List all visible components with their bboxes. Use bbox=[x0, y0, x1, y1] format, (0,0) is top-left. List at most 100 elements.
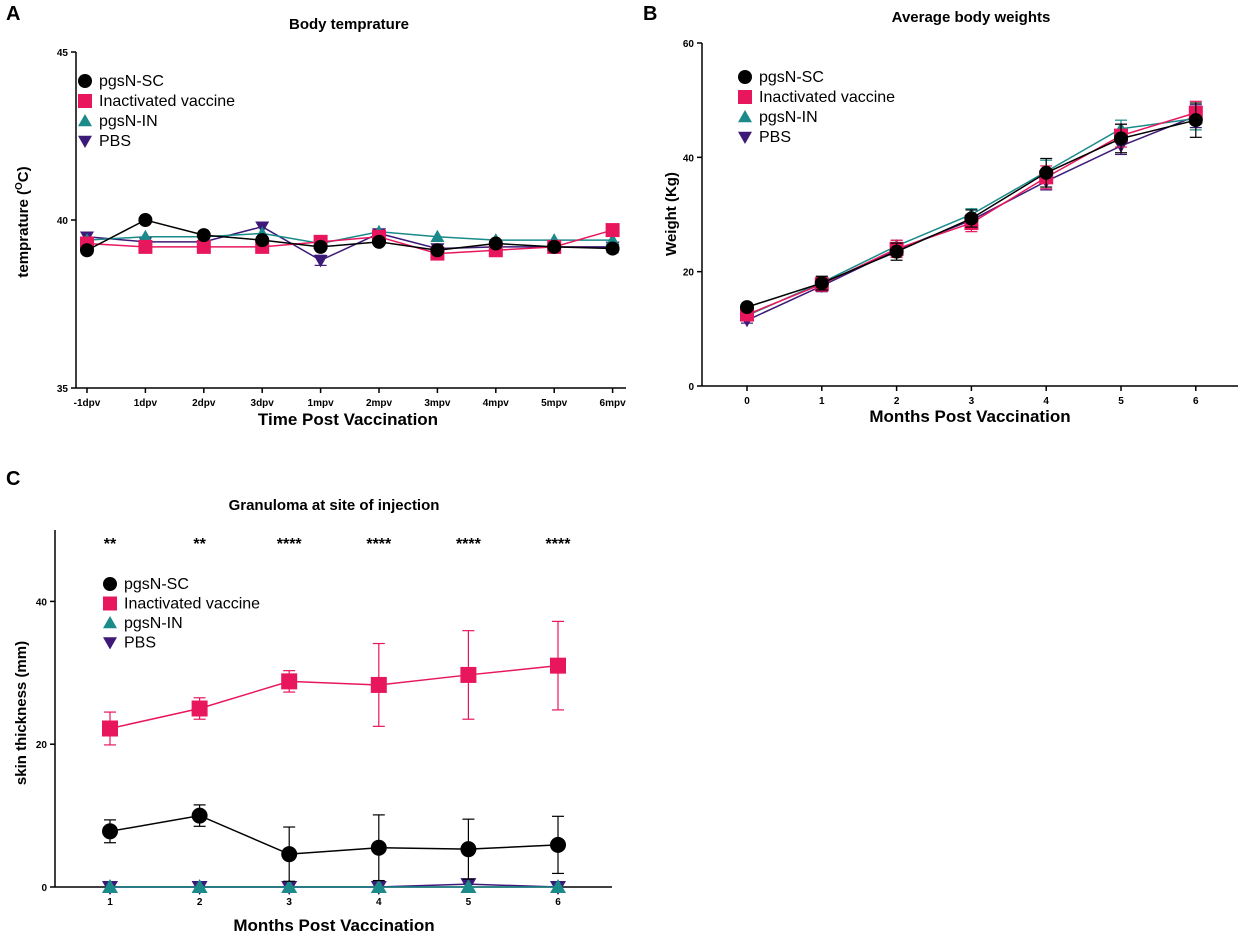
data-point bbox=[889, 244, 904, 259]
data-point bbox=[488, 236, 503, 251]
data-point bbox=[1188, 113, 1203, 128]
data-point bbox=[281, 846, 298, 863]
panel-c-plot-significance-label: **** bbox=[546, 536, 572, 553]
panel-c-plot-series-pgsn-sc bbox=[102, 804, 566, 882]
panel-b-plot-legend: pgsN-SC Inactivated vaccine pgsN-IN PBS bbox=[738, 69, 895, 146]
data-point bbox=[281, 879, 298, 893]
panel-a-ylabel-main: temprature ( bbox=[15, 190, 32, 278]
data-point bbox=[80, 243, 94, 258]
data-point bbox=[102, 879, 118, 893]
data-point bbox=[550, 879, 566, 893]
panel-c-plot-xtick-label: 3 bbox=[286, 897, 292, 908]
panel-b-plot-xtick-label: 1 bbox=[819, 396, 825, 407]
data-point bbox=[281, 673, 298, 690]
data-point bbox=[196, 228, 211, 243]
data-point bbox=[964, 211, 979, 226]
panel-a-plot: 35 40 45 -1dpv 1dpv 2dpv 3dpv 1mpv 2mpv 3mpv 4mpv 5… bbox=[57, 48, 626, 409]
data-point bbox=[460, 879, 477, 893]
series-line bbox=[109, 814, 559, 855]
legend-label: pgsN-IN bbox=[759, 109, 818, 126]
panel-c-plot-series-inactivated-vaccine bbox=[102, 620, 566, 746]
panel-c-plot-xtick-label: 6 bbox=[555, 897, 561, 908]
panel-c-plot-ytick-label: 40 bbox=[36, 597, 48, 608]
panel-c-plot-significance-label: ** bbox=[193, 536, 206, 553]
data-point bbox=[138, 239, 153, 254]
legend-marker bbox=[103, 596, 117, 611]
series-line bbox=[86, 219, 613, 251]
data-point bbox=[196, 239, 211, 254]
data-point bbox=[370, 839, 387, 856]
data-point bbox=[313, 255, 328, 268]
panel-c-plot-xtick-label: 5 bbox=[466, 897, 472, 908]
panel-c-title: Granuloma at site of injection bbox=[229, 497, 440, 514]
panel-c-ylabel: skin thickness (mm) bbox=[13, 641, 30, 785]
series-line bbox=[86, 225, 613, 262]
panel-b-plot-xtick-label: 2 bbox=[894, 396, 900, 407]
data-point bbox=[313, 239, 328, 254]
panel-b-plot-xtick-label: 0 bbox=[744, 396, 750, 407]
panel-c-plot-significance-label: **** bbox=[277, 536, 303, 553]
panel-c-plot-significance-label: **** bbox=[366, 536, 392, 553]
panel-a-plot-xtick-label: 3dpv bbox=[251, 398, 275, 409]
data-point bbox=[550, 836, 566, 853]
data-point bbox=[430, 229, 445, 243]
panel-a-plot-ytick-label: 35 bbox=[57, 384, 69, 395]
legend-marker bbox=[78, 94, 92, 108]
panel-a-plot-ytick-label: 45 bbox=[57, 48, 69, 59]
panel-c-xlabel: Months Post Vaccination bbox=[233, 916, 434, 935]
legend-marker bbox=[103, 637, 117, 650]
panel-a-ylabel-sup: O bbox=[14, 182, 25, 190]
data-point bbox=[605, 223, 620, 238]
panel-b-plot-series-pgsn-sc bbox=[740, 102, 1203, 315]
legend-marker bbox=[738, 70, 752, 84]
data-point bbox=[1039, 165, 1054, 180]
legend-marker bbox=[103, 577, 117, 591]
panel-b-plot: 0 20 40 60 0 1 2 3 4 5 6 pgsN-SC Inactivated vaccine… bbox=[683, 39, 1238, 407]
data-point bbox=[372, 234, 386, 249]
series-line bbox=[86, 229, 613, 255]
data-point bbox=[255, 233, 270, 248]
panel-c-plot-legend: pgsN-SC Inactivated vaccine pgsN-IN PBS bbox=[103, 576, 260, 652]
data-point bbox=[138, 229, 153, 243]
data-point bbox=[138, 213, 153, 227]
data-point bbox=[460, 841, 477, 858]
panel-b-letter: B bbox=[643, 3, 657, 25]
legend-label: Inactivated vaccine bbox=[124, 596, 260, 613]
data-point bbox=[605, 233, 620, 246]
data-point bbox=[102, 823, 118, 840]
panel-b-xlabel: Months Post Vaccination bbox=[869, 407, 1070, 426]
data-point bbox=[191, 879, 208, 893]
panel-a-plot-xtick-label: 2dpv bbox=[192, 398, 216, 409]
legend-label: pgsN-IN bbox=[99, 113, 158, 130]
data-point bbox=[430, 243, 445, 258]
panel-c-plot-xtick-label: 2 bbox=[197, 897, 203, 908]
legend-label: Inactivated vaccine bbox=[99, 93, 235, 110]
legend-label: Inactivated vaccine bbox=[759, 89, 895, 106]
panel-c-plot-xtick-label: 1 bbox=[107, 897, 113, 908]
series-line bbox=[86, 231, 613, 245]
panel-a-plot-xtick-label: 3mpv bbox=[424, 398, 451, 409]
data-point bbox=[370, 676, 387, 693]
legend-marker bbox=[738, 131, 752, 144]
panel-b-plot-xtick-label: 3 bbox=[969, 396, 975, 407]
panel-b-plot-ytick-label: 20 bbox=[683, 268, 695, 279]
panel-a-plot-xtick-label: 5mpv bbox=[541, 398, 568, 409]
series-line bbox=[109, 664, 559, 730]
panel-b-plot-xtick-label: 5 bbox=[1118, 396, 1124, 407]
legend-marker bbox=[738, 110, 752, 123]
panel-b-title: Average body weights bbox=[892, 9, 1051, 26]
panel-a-ylabel-end: C) bbox=[15, 166, 32, 182]
panel-a-ylabel: temprature (OC) bbox=[14, 166, 32, 277]
legend-label: PBS bbox=[124, 635, 156, 652]
panel-a-plot-ytick-label: 40 bbox=[57, 216, 69, 227]
panel-c-plot-series-pgsn-in bbox=[102, 879, 566, 893]
data-point bbox=[605, 241, 620, 256]
data-point bbox=[191, 700, 208, 717]
data-point bbox=[460, 666, 477, 683]
legend-label: pgsN-SC bbox=[124, 576, 189, 593]
legend-label: PBS bbox=[759, 129, 791, 146]
data-point bbox=[814, 276, 829, 291]
panel-b-plot-ytick-label: 60 bbox=[683, 39, 695, 50]
